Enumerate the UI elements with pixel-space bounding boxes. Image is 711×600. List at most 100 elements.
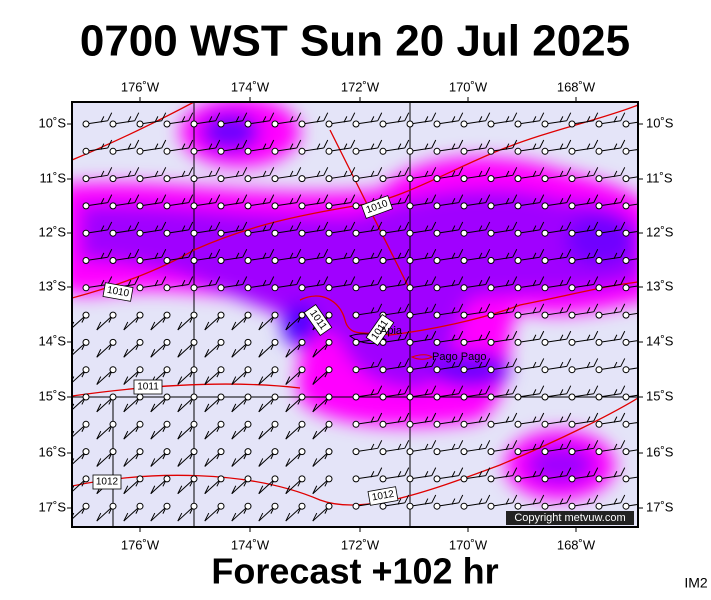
barb-staff [112,256,135,261]
barb-feather [235,170,240,178]
barb-feather [150,403,156,413]
barb-feather [431,139,437,149]
barb-station [406,202,414,210]
barb-station [622,147,630,155]
barb-station [433,202,441,210]
barb-feather [350,139,356,149]
barb-feather [323,248,329,258]
barb-feather [289,170,294,178]
barb-staff [72,451,87,466]
barb-feather [123,376,129,385]
barb-feather [285,349,291,358]
barb-feather [485,194,491,203]
barb-station [271,311,279,319]
wind-barb [568,494,599,510]
barb-feather [269,276,275,285]
barb-feather [258,430,264,440]
barb-feather [123,485,129,494]
wind-barb [217,194,248,210]
barb-staff [166,174,189,180]
barb-staff [177,369,195,385]
barb-staff [544,256,567,261]
barb-feather [586,416,591,423]
barb-staff [85,202,108,207]
barb-station [244,284,252,292]
barb-staff [625,449,638,453]
wind-barb [460,248,491,264]
barb-feather [532,116,537,123]
barb-station [433,120,441,128]
barb-station [487,175,495,183]
barb-feather [72,485,75,491]
barb-feather [566,440,572,449]
barb-feather [397,498,402,505]
barb-feather [258,321,264,331]
barb-staff [463,202,486,207]
barb-staff [625,148,638,152]
barb-feather [161,167,167,176]
barb-feather [431,330,437,340]
barb-staff [463,311,486,316]
barb-staff [204,342,222,358]
wind-barb [177,338,198,358]
barb-staff [409,120,432,125]
barb-staff [177,478,195,495]
barb-station [622,366,630,374]
barb-feather [458,276,464,285]
barb-staff [166,120,189,125]
barb-feather [323,112,329,121]
barb-staff [571,311,594,316]
barb-feather [285,430,291,440]
barb-station [325,338,333,346]
barb-station [325,202,333,210]
wind-barb [622,229,638,237]
wind-barb [379,440,410,456]
barb-feather [181,279,186,287]
barb-station [568,120,576,128]
wind-barb [514,385,545,401]
barb-staff [231,314,249,331]
barb-staff [274,174,297,180]
barb-station [460,175,468,183]
barb-station [487,284,495,292]
barb-staff [285,451,303,467]
barb-station [325,448,333,456]
barb-feather [269,139,275,149]
barb-staff [598,311,621,316]
barb-feather [377,276,383,285]
barb-feather [323,276,329,285]
wind-barb [460,194,491,210]
wind-barb [541,412,572,428]
barb-staff [409,202,432,207]
barb-feather [431,167,437,176]
barb-feather [72,321,75,327]
barb-staff [544,393,567,398]
wind-barb [406,112,437,128]
lon-label: 174˚W [231,537,270,552]
barb-station [244,420,252,428]
barb-staff [285,396,303,413]
barb-feather [451,279,456,287]
lon-label: 170˚W [449,537,488,552]
barb-feather [127,252,132,260]
barb-feather [566,385,572,394]
wind-barb [150,475,171,495]
barb-staff [150,396,168,413]
barb-station [217,175,225,183]
barb-station [541,475,549,483]
barb-staff [571,475,594,480]
barb-staff [112,147,135,152]
lat-label: 11˚S [40,170,67,185]
barb-station [163,175,171,183]
barb-feather [539,139,545,149]
barb-feather [532,471,537,478]
barb-station [622,120,630,128]
barb-station [163,284,171,292]
wind-barb [595,112,626,128]
barb-feather [150,430,156,440]
wind-barb [204,475,225,495]
barb-staff [625,285,638,289]
wind-barb [177,448,198,467]
wind-barb [352,248,383,264]
barb-feather [100,252,105,260]
